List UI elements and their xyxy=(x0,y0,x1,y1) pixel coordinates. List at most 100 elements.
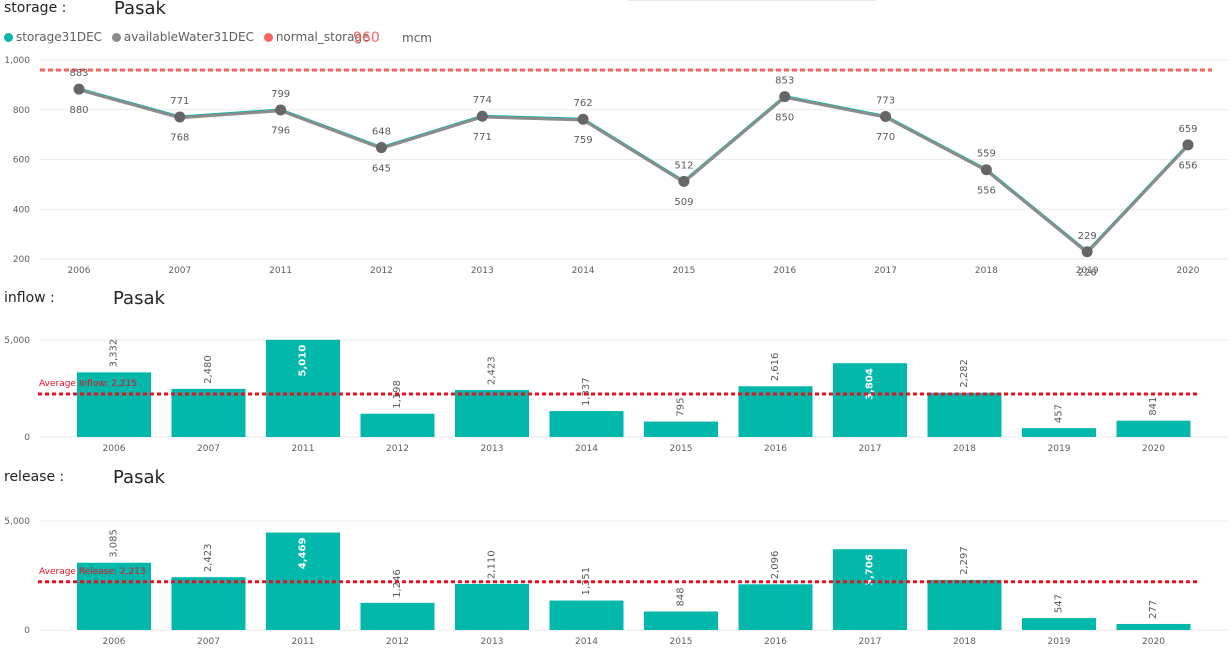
inflow-bar xyxy=(360,413,435,437)
release-data-label: 2,096 xyxy=(770,551,781,580)
x-tick-label: 2015 xyxy=(670,637,693,647)
release-data-label: 4,469 xyxy=(298,538,309,570)
storage-chart-title: Pasak xyxy=(114,0,166,19)
inflow-average-label: Average Inflow: 2,215 xyxy=(39,379,137,389)
release-data-label: 2,297 xyxy=(959,546,970,575)
x-tick-label: 2019 xyxy=(1048,444,1071,454)
release-bar xyxy=(1116,623,1191,630)
inflow-bar-chart: 05,00020063,33220072,48020115,01020121,1… xyxy=(4,336,1228,454)
release-section-label: release : xyxy=(4,469,65,485)
storage31dec-data-label: 799 xyxy=(271,89,290,100)
x-tick-label: 2016 xyxy=(764,444,787,454)
x-tick-label: 2020 xyxy=(1142,637,1165,647)
x-tick-label: 2018 xyxy=(975,266,998,276)
storage31dec-data-label: 774 xyxy=(473,95,492,106)
legend-item-normal-storage[interactable]: normal_storage xyxy=(263,30,370,44)
x-tick-label: 2020 xyxy=(1177,266,1200,276)
storage31dec-data-label: 512 xyxy=(674,160,693,171)
availablewater31dec-data-label: 645 xyxy=(372,163,391,174)
release-bar xyxy=(549,600,624,630)
x-tick-label: 2019 xyxy=(1048,637,1071,647)
x-tick-label: 2006 xyxy=(103,444,126,454)
x-tick-label: 2013 xyxy=(481,444,504,454)
inflow-data-label: 2,282 xyxy=(959,359,970,388)
release-bar xyxy=(644,611,718,630)
chart-legend: storage31DEC availableWater31DEC normal_… xyxy=(4,30,375,46)
availablewater31dec-data-label: 656 xyxy=(1178,161,1197,172)
x-tick-label: 2014 xyxy=(575,637,598,647)
release-bar xyxy=(927,579,1002,630)
legend-label: storage31DEC xyxy=(16,30,103,44)
x-tick-label: 2007 xyxy=(197,637,220,647)
x-tick-label: 2007 xyxy=(168,266,191,276)
inflow-data-label: 2,423 xyxy=(487,356,498,385)
availablewater31dec-point xyxy=(176,114,184,122)
x-tick-label: 2007 xyxy=(197,444,220,454)
availablewater31dec-point xyxy=(75,86,83,94)
x-tick-label: 2012 xyxy=(370,266,393,276)
availablewater31dec-point xyxy=(478,113,486,121)
x-tick-label: 2020 xyxy=(1142,444,1165,454)
inflow-bar xyxy=(1022,428,1096,437)
legend-item-storage31dec[interactable]: storage31DEC xyxy=(4,30,102,44)
x-tick-label: 2011 xyxy=(292,637,315,647)
inflow-data-label: 795 xyxy=(676,397,687,416)
y-tick-label: 5,000 xyxy=(4,517,30,527)
legend-marker-icon xyxy=(263,33,273,42)
legend-item-availablewater31dec[interactable]: availableWater31DEC xyxy=(111,30,254,44)
release-data-label: 1,246 xyxy=(392,569,403,598)
x-tick-label: 2013 xyxy=(471,266,494,276)
release-bar xyxy=(833,549,907,630)
availablewater31dec-data-label: 556 xyxy=(977,185,996,196)
inflow-data-label: 457 xyxy=(1054,404,1065,423)
release-data-label: 2,110 xyxy=(487,550,498,579)
y-tick-label: 0 xyxy=(24,433,30,443)
storage31dec-data-label: 559 xyxy=(977,149,996,160)
release-data-label: 2,423 xyxy=(203,544,214,573)
storage31dec-data-label: 883 xyxy=(69,68,88,79)
x-tick-label: 2015 xyxy=(672,266,695,276)
x-tick-label: 2013 xyxy=(481,637,504,647)
availablewater31dec-data-label: 796 xyxy=(271,126,290,137)
availablewater31dec-line xyxy=(78,88,1190,255)
release-average-label: Average Release: 2,213 xyxy=(39,567,146,577)
inflow-bar xyxy=(171,388,246,437)
release-bar xyxy=(1022,618,1096,630)
legend-marker-icon xyxy=(111,33,121,42)
x-tick-label: 2019 xyxy=(1076,266,1099,276)
x-tick-label: 2012 xyxy=(386,444,409,454)
x-tick-label: 2016 xyxy=(773,266,796,276)
legend-label: availableWater31DEC xyxy=(123,30,254,44)
inflow-data-label: 5,010 xyxy=(298,345,309,377)
release-bar xyxy=(455,584,529,630)
y-tick-label: 600 xyxy=(13,156,30,166)
availablewater31dec-point xyxy=(579,116,587,124)
x-tick-label: 2018 xyxy=(953,444,976,454)
availablewater31dec-data-label: 759 xyxy=(574,135,593,146)
storage31dec-data-label: 762 xyxy=(574,98,593,109)
storage31dec-data-label: 648 xyxy=(372,127,391,138)
availablewater31dec-point xyxy=(1184,142,1192,150)
inflow-bar xyxy=(549,411,624,437)
availablewater31dec-data-label: 509 xyxy=(674,197,693,208)
y-tick-label: 400 xyxy=(13,205,30,215)
release-bar xyxy=(360,602,435,630)
storage-line-chart: 200 400 600 800 1,000 2006 2007 2011 2012 2013 201… xyxy=(4,56,1228,279)
inflow-bar xyxy=(644,421,718,437)
legend-label: normal_storage xyxy=(275,30,370,44)
storage31dec-data-label: 659 xyxy=(1178,124,1197,135)
x-tick-label: 2006 xyxy=(68,266,91,276)
availablewater31dec-point xyxy=(1083,249,1091,257)
inflow-chart-title: Pasak xyxy=(113,288,165,309)
storage-section-label: storage : xyxy=(4,0,67,16)
inflow-bar xyxy=(927,392,1002,437)
inflow-bar xyxy=(1116,420,1191,437)
x-tick-label: 2006 xyxy=(103,637,126,647)
y-tick-label: 800 xyxy=(13,106,30,116)
normal-storage-value: 960 xyxy=(353,30,380,46)
release-bar xyxy=(171,577,246,630)
storage31dec-data-label: 229 xyxy=(1078,231,1097,242)
x-tick-label: 2014 xyxy=(572,266,595,276)
availablewater31dec-point xyxy=(680,178,688,186)
availablewater31dec-point xyxy=(781,93,789,101)
